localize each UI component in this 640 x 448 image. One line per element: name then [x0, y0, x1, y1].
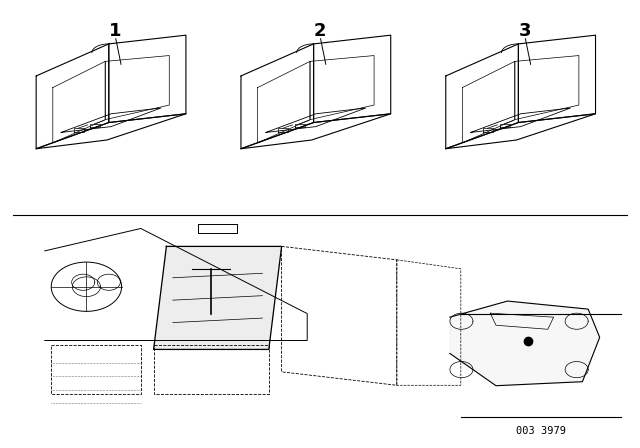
Text: 3: 3	[518, 22, 531, 40]
Polygon shape	[450, 301, 600, 386]
Text: 003 3979: 003 3979	[516, 426, 566, 435]
Text: 1: 1	[109, 22, 122, 40]
Polygon shape	[154, 246, 282, 349]
Text: 2: 2	[314, 22, 326, 40]
